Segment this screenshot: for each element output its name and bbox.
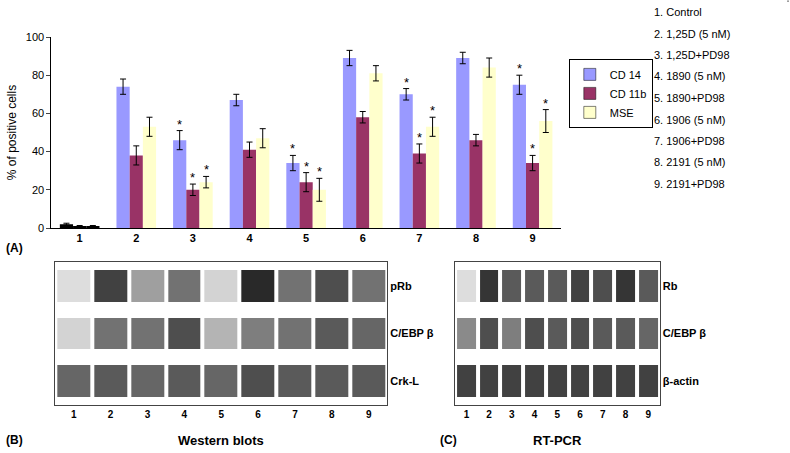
svg-text:CD 11b: CD 11b bbox=[610, 88, 646, 100]
svg-text:2: 2 bbox=[486, 409, 492, 420]
svg-text:8: 8 bbox=[623, 409, 629, 420]
svg-text:2: 2 bbox=[133, 232, 139, 244]
svg-text:2: 2 bbox=[108, 409, 114, 420]
svg-text:*: * bbox=[543, 96, 548, 111]
svg-text:C/EBP β: C/EBP β bbox=[390, 327, 433, 339]
svg-text:6: 6 bbox=[360, 232, 366, 244]
svg-text:6: 6 bbox=[577, 409, 583, 420]
svg-text:*: * bbox=[404, 75, 409, 90]
svg-text:1: 1 bbox=[77, 232, 83, 244]
svg-text:*: * bbox=[204, 162, 209, 177]
svg-text:5: 5 bbox=[303, 232, 309, 244]
svg-text:*: * bbox=[517, 61, 522, 76]
svg-text:8: 8 bbox=[329, 409, 335, 420]
svg-text:3: 3 bbox=[145, 409, 151, 420]
svg-text:1: 1 bbox=[71, 409, 77, 420]
svg-text:100: 100 bbox=[26, 31, 44, 43]
svg-text:% of positive cells: % of positive cells bbox=[5, 85, 19, 180]
svg-text:8: 8 bbox=[473, 232, 479, 244]
svg-text:60: 60 bbox=[32, 107, 44, 119]
svg-text:6: 6 bbox=[255, 409, 261, 420]
svg-text:3. 1,25D+PD98: 3. 1,25D+PD98 bbox=[654, 49, 730, 61]
svg-text:5: 5 bbox=[218, 409, 224, 420]
svg-text:5: 5 bbox=[555, 409, 561, 420]
svg-text:3: 3 bbox=[509, 409, 515, 420]
svg-text:(C): (C) bbox=[440, 433, 457, 447]
svg-text:*: * bbox=[317, 164, 322, 179]
svg-text:1: 1 bbox=[464, 409, 470, 420]
svg-text:*: * bbox=[530, 141, 535, 156]
svg-text:MSE: MSE bbox=[610, 107, 634, 119]
svg-text:80: 80 bbox=[32, 69, 44, 81]
svg-text:9: 9 bbox=[645, 409, 651, 420]
svg-text:7: 7 bbox=[600, 409, 606, 420]
svg-text:*: * bbox=[190, 170, 195, 185]
svg-text:7: 7 bbox=[416, 232, 422, 244]
svg-text:1. Control: 1. Control bbox=[654, 6, 702, 18]
svg-text:C/EBP β: C/EBP β bbox=[663, 327, 706, 339]
svg-text:7: 7 bbox=[292, 409, 298, 420]
svg-text:7. 1906+PD98: 7. 1906+PD98 bbox=[654, 135, 725, 147]
svg-text:9: 9 bbox=[366, 409, 372, 420]
svg-text:6. 1906 (5 nM): 6. 1906 (5 nM) bbox=[654, 114, 726, 126]
svg-text:9. 2191+PD98: 9. 2191+PD98 bbox=[654, 178, 725, 190]
svg-text:*: * bbox=[430, 103, 435, 118]
svg-text:0: 0 bbox=[38, 222, 44, 234]
svg-text:β-actin: β-actin bbox=[663, 375, 699, 387]
svg-text:*: * bbox=[417, 130, 422, 145]
svg-text:pRb: pRb bbox=[390, 280, 412, 292]
svg-text:*: * bbox=[304, 159, 309, 174]
svg-text:3: 3 bbox=[190, 232, 196, 244]
svg-text:Western blots: Western blots bbox=[178, 433, 264, 448]
svg-text:20: 20 bbox=[32, 184, 44, 196]
svg-text:4. 1890 (5 nM): 4. 1890 (5 nM) bbox=[654, 70, 726, 82]
svg-text:40: 40 bbox=[32, 145, 44, 157]
svg-text:8. 2191 (5 nM): 8. 2191 (5 nM) bbox=[654, 156, 726, 168]
svg-text:Rb: Rb bbox=[663, 280, 678, 292]
svg-text:CD 14: CD 14 bbox=[610, 69, 641, 81]
svg-text:*: * bbox=[177, 117, 182, 132]
svg-text:*: * bbox=[290, 141, 295, 156]
svg-text:4: 4 bbox=[246, 232, 253, 244]
svg-text:Crk-L: Crk-L bbox=[390, 375, 419, 387]
svg-text:4: 4 bbox=[182, 409, 188, 420]
svg-text:(A): (A) bbox=[6, 241, 23, 255]
svg-text:9: 9 bbox=[530, 232, 536, 244]
svg-text:4: 4 bbox=[532, 409, 538, 420]
svg-text:5. 1890+PD98: 5. 1890+PD98 bbox=[654, 92, 725, 104]
svg-text:2. 1,25D (5 nM): 2. 1,25D (5 nM) bbox=[654, 28, 730, 40]
svg-text:(B): (B) bbox=[6, 433, 23, 447]
svg-text:RT-PCR: RT-PCR bbox=[533, 433, 582, 448]
